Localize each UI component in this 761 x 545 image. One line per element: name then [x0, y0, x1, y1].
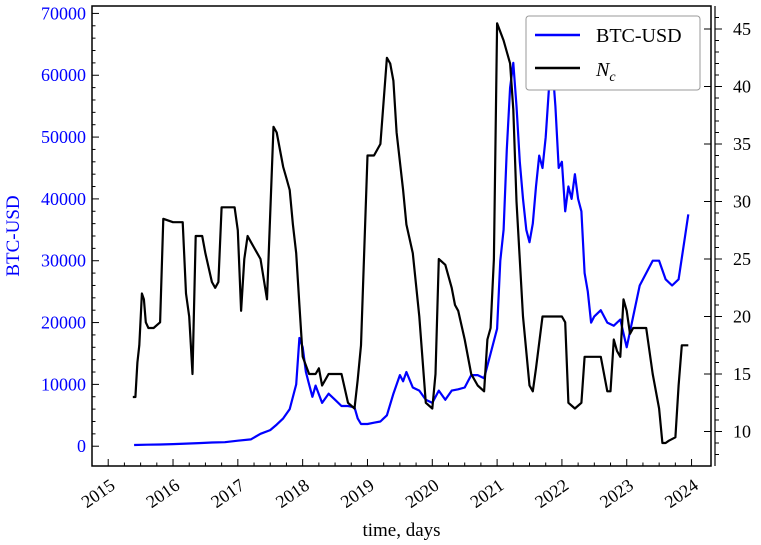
- x-tick-label: 2019: [337, 475, 378, 512]
- y2-tick-label: 35: [733, 134, 751, 154]
- y-tick-label: 0: [77, 436, 86, 456]
- y2-tick-label: 25: [733, 249, 751, 269]
- y2-tick-label: 30: [733, 192, 751, 212]
- y-axis-left: 0 10000 20000 30000 40000 50000 60000 70000: [41, 3, 99, 456]
- y-axis-right: 10 15 20 25 30 35 40 45: [704, 6, 751, 466]
- y-tick-label: 30000: [41, 251, 86, 271]
- y2-tick-label: 10: [733, 422, 751, 442]
- x-tick-label: 2018: [272, 475, 313, 512]
- x-tick-label: 2022: [531, 475, 572, 512]
- legend-label-btc: BTC-USD: [596, 25, 682, 47]
- legend-label-nc: Nc: [595, 59, 616, 85]
- y2-tick-label: 40: [733, 77, 751, 97]
- y2-tick-label: 15: [733, 364, 751, 384]
- x-tick-label: 2016: [142, 475, 183, 512]
- legend-label-nc-main: N: [595, 59, 611, 81]
- y-tick-label: 40000: [41, 189, 86, 209]
- y-tick-label: 50000: [41, 127, 86, 147]
- y-axis-label: BTC-USD: [3, 195, 24, 276]
- x-axis: 2015 2016 2017 2018 2019 2020 2021 2022 2023 2024: [78, 459, 702, 512]
- x-tick-label: 2024: [661, 475, 702, 512]
- legend: BTC-USD Nc: [525, 15, 701, 91]
- series-line-nc: [132, 22, 689, 445]
- x-tick-label: 2021: [466, 475, 507, 512]
- y-tick-label: 20000: [41, 313, 86, 333]
- series-line-btc: [134, 61, 690, 447]
- y-tick-label: 60000: [41, 65, 86, 85]
- x-tick-label: 2017: [207, 475, 248, 512]
- legend-label-nc-sub: c: [609, 70, 616, 85]
- x-axis-label: time, days: [362, 520, 440, 541]
- series-layer: [132, 22, 690, 447]
- x-tick-label: 2023: [596, 475, 637, 512]
- y2-tick-label: 20: [733, 307, 751, 327]
- y-tick-label: 10000: [41, 374, 86, 394]
- y-tick-label: 70000: [41, 3, 86, 23]
- y2-tick-label: 45: [733, 19, 751, 39]
- x-tick-label: 2015: [78, 475, 119, 512]
- x-tick-label: 2020: [402, 475, 443, 512]
